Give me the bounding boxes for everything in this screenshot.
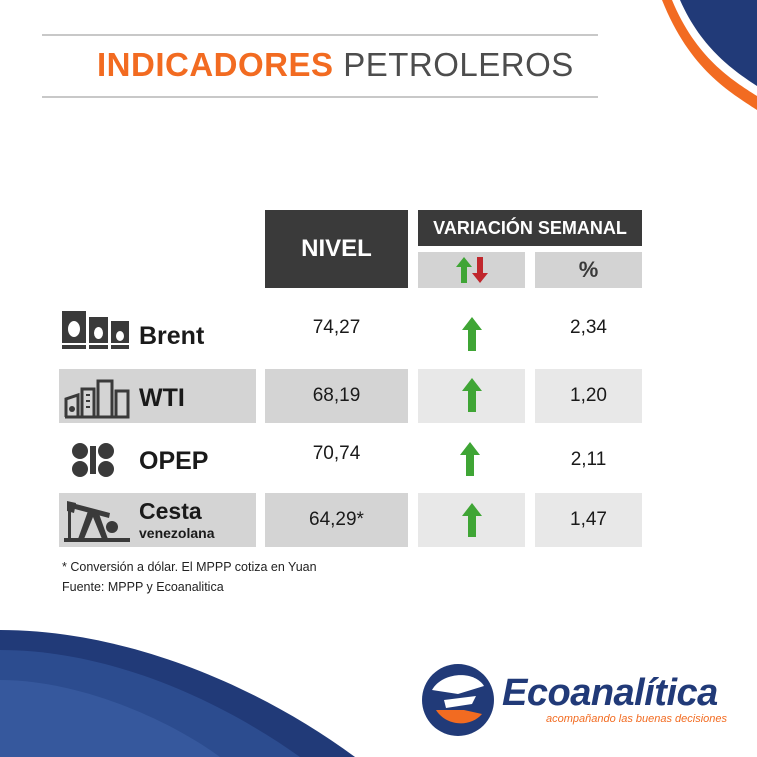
opec-logo-icon bbox=[72, 443, 114, 477]
row-subname-cesta: venezolana bbox=[139, 525, 215, 541]
percent-wti: 1,20 bbox=[535, 369, 642, 423]
brand-name: Ecoanalítica bbox=[502, 672, 718, 714]
corner-swoosh-bottom bbox=[0, 630, 355, 757]
header-trend bbox=[418, 252, 525, 288]
arrow-up-icon bbox=[462, 503, 482, 537]
ecoanalitica-logo-icon bbox=[422, 664, 494, 736]
page-title: INDICADORES PETROLEROS bbox=[97, 46, 574, 84]
row-name-wti: WTI bbox=[139, 384, 185, 412]
percent-opep: 2,11 bbox=[570, 449, 607, 470]
percent-brent: 2,34 bbox=[570, 317, 607, 338]
header-nivel: NIVEL bbox=[265, 210, 408, 288]
row-name-cesta: Cesta bbox=[139, 498, 202, 524]
header-nivel-label: NIVEL bbox=[301, 235, 372, 262]
brand-tagline: acompañando las buenas decisiones bbox=[546, 713, 728, 725]
header-percent-label: % bbox=[578, 257, 599, 282]
header-variacion-label: VARIACIÓN SEMANAL bbox=[433, 217, 627, 238]
footnote-source: Fuente: MPPP y Ecoanalitica bbox=[62, 580, 224, 594]
arrow-up-icon bbox=[462, 317, 482, 351]
title-bottom-rule bbox=[42, 96, 598, 98]
nivel-opep: 70,74 bbox=[312, 443, 361, 464]
row-name-opep: OPEP bbox=[139, 447, 209, 475]
arrow-up-icon bbox=[462, 378, 482, 412]
refinery-icon bbox=[64, 379, 130, 419]
title-top-rule bbox=[42, 34, 598, 36]
oil-barrels-icon bbox=[62, 311, 129, 349]
oil-pump-icon bbox=[64, 501, 130, 542]
footnote-conversion: * Conversión a dólar. El MPPP cotiza en … bbox=[62, 560, 317, 574]
nivel-cesta: 64,29* bbox=[265, 493, 408, 547]
up-down-arrows-icon bbox=[455, 257, 488, 283]
row-name-brent: Brent bbox=[139, 322, 205, 350]
header-variacion: VARIACIÓN SEMANAL bbox=[418, 210, 642, 246]
nivel-brent: 74,27 bbox=[312, 317, 361, 338]
arrow-up-icon bbox=[460, 442, 480, 476]
corner-swoosh-top bbox=[662, 0, 757, 110]
title-part2: PETROLEROS bbox=[343, 46, 574, 83]
row-name-bg-wti bbox=[59, 369, 256, 423]
nivel-wti: 68,19 bbox=[265, 369, 408, 423]
header-percent: % bbox=[535, 252, 642, 288]
percent-cesta: 1,47 bbox=[535, 493, 642, 547]
title-part1: INDICADORES bbox=[97, 46, 334, 83]
